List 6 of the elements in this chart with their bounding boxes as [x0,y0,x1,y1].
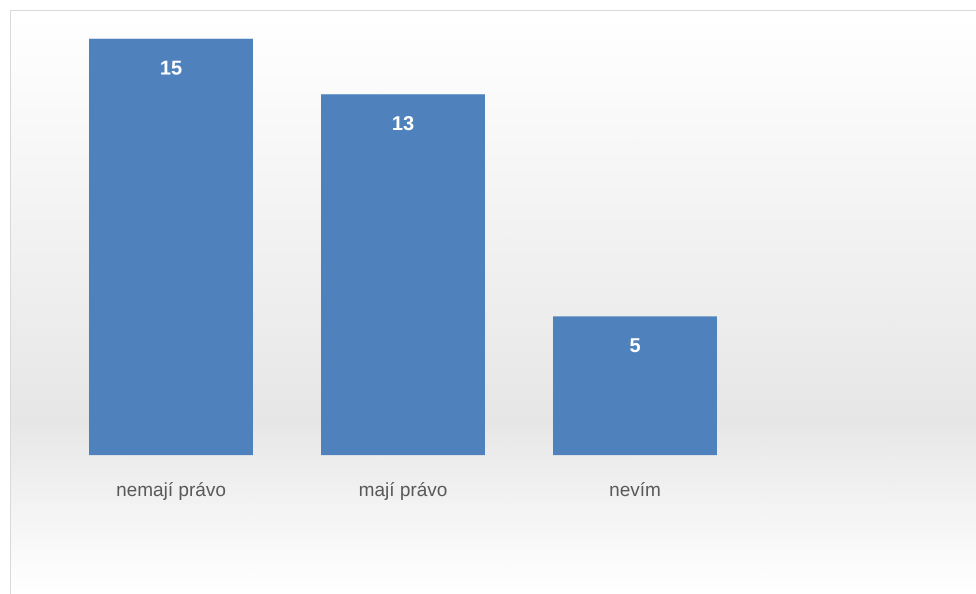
data-label: 15 [160,57,182,80]
x-tick-label: nevím [609,480,661,501]
data-label: 13 [392,112,414,135]
data-label: 5 [629,334,641,357]
x-tick-label: nemají právo [116,480,226,501]
x-tick-label: mají právo [358,480,448,501]
